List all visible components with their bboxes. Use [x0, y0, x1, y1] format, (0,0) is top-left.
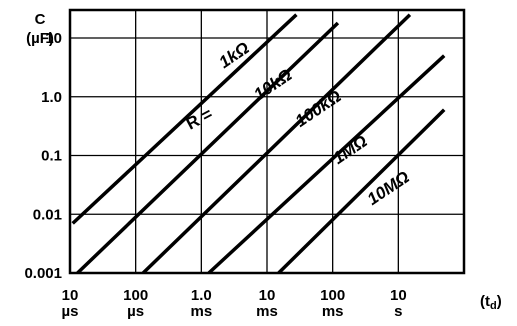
series-line-0: [71, 13, 298, 225]
series-label: 1kΩ: [215, 38, 252, 72]
x-axis-title: (td): [480, 293, 502, 312]
y-tick-label: 0.1: [41, 148, 62, 165]
x-tick-unit-label: µs: [127, 303, 144, 320]
plot-frame: [68, 8, 466, 275]
series-label: 100kΩ: [292, 86, 345, 130]
x-axis-title-close: ): [497, 293, 502, 310]
x-tick-unit-label: ms: [190, 303, 212, 320]
x-tick-unit-label: ms: [322, 303, 344, 320]
x-tick-label: 100: [320, 287, 345, 304]
x-tick-unit-label: ms: [256, 303, 278, 320]
y-tick-label: 10: [45, 30, 62, 47]
series-label: 1MΩ: [329, 132, 370, 168]
x-tick-label: 10: [259, 287, 276, 304]
y-axis-title-line1: C: [35, 11, 46, 28]
y-tick-label: 0.001: [24, 265, 62, 282]
x-tick-label: 10: [62, 287, 79, 304]
x-tick-unit-label: µs: [62, 303, 79, 320]
y-tick-labels: 10 1.0 0.1 0.01 0.001: [24, 30, 62, 282]
series-line-2: [141, 13, 412, 273]
grid: [70, 10, 464, 273]
r-marker-label: R =: [183, 104, 216, 133]
series-line-4: [277, 108, 446, 273]
x-tick-unit-label: s: [394, 303, 402, 320]
series-line-3: [207, 54, 446, 273]
x-axis-title-main: (t: [480, 293, 490, 310]
x-tick-label: 10: [390, 287, 407, 304]
y-axis-title-line2: (µF): [26, 30, 54, 47]
x-tick-label: 1.0: [191, 287, 212, 304]
x-tick-label: 100: [123, 287, 148, 304]
series-line-1: [76, 21, 340, 273]
y-tick-label: 0.01: [33, 206, 62, 223]
y-tick-label: 1.0: [41, 89, 62, 106]
series-label: 10MΩ: [364, 167, 413, 209]
x-axis-title-subscript: d: [490, 300, 497, 312]
series-lines: [71, 13, 446, 273]
series-label: 10kΩ: [250, 65, 295, 104]
